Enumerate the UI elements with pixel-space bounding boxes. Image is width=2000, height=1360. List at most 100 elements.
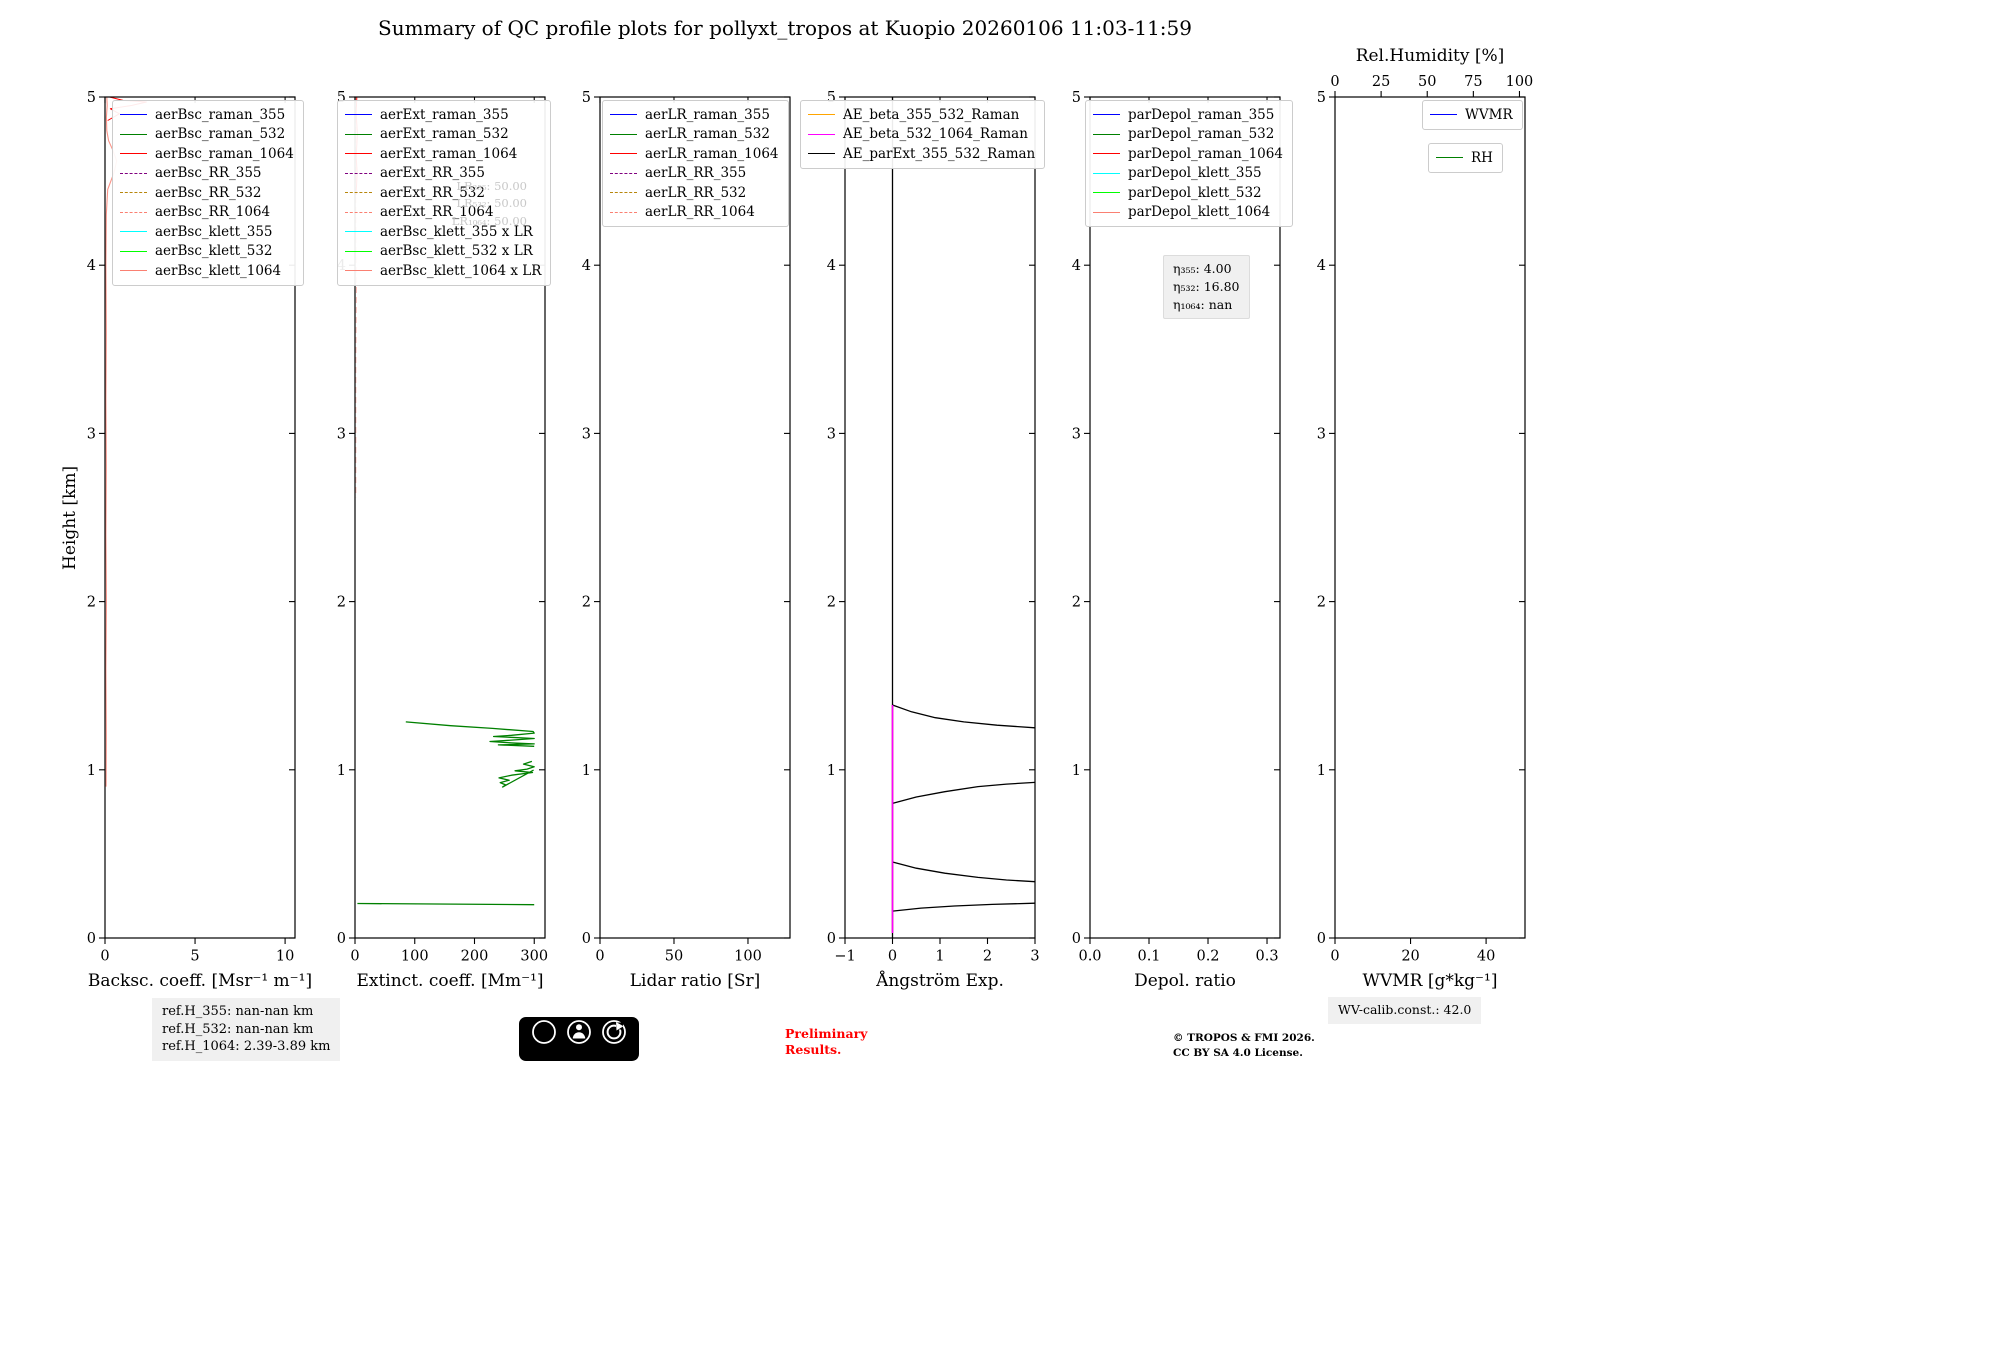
copyright-note: © TROPOS & FMI 2026. CC BY SA 4.0 Licens… bbox=[1173, 1031, 1315, 1060]
x-tick-label: 1 bbox=[935, 949, 944, 965]
y-tick-label: 5 bbox=[87, 90, 96, 106]
legend-label: aerExt_raman_1064 bbox=[380, 145, 518, 162]
legend-label: parDepol_klett_355 bbox=[1128, 165, 1262, 182]
legend-item: aerBsc_raman_355 bbox=[120, 105, 294, 125]
legend-line-sample bbox=[120, 211, 147, 213]
y-tick-label: 4 bbox=[1072, 258, 1081, 274]
y-tick-label: 5 bbox=[1072, 90, 1081, 106]
legend-line-sample bbox=[1093, 133, 1120, 135]
top-tick-label: 0 bbox=[1330, 74, 1339, 90]
x-tick-label: 0.3 bbox=[1255, 949, 1278, 965]
cc-sa-label: SA bbox=[607, 1050, 622, 1061]
ref-h-1064: ref.H_1064: 2.39-3.89 km bbox=[162, 1039, 331, 1055]
legend-item: aerBsc_klett_532 bbox=[120, 242, 294, 262]
cc-logo-circle bbox=[532, 1020, 556, 1044]
y-tick-label: 2 bbox=[582, 595, 591, 611]
y-tick-label: 1 bbox=[582, 763, 591, 779]
y-tick-label: 1 bbox=[1072, 763, 1081, 779]
legend-line-sample bbox=[808, 133, 835, 135]
legend-label: aerBsc_klett_532 x LR bbox=[380, 243, 533, 260]
x-axis-label: Extinct. coeff. [Mm⁻¹] bbox=[356, 971, 543, 991]
figure-title: Summary of QC profile plots for pollyxt_… bbox=[378, 16, 1192, 40]
y-tick-label: 5 bbox=[1317, 90, 1326, 106]
legend-line-sample bbox=[1093, 172, 1120, 174]
legend-item: parDepol_klett_355 bbox=[1093, 164, 1283, 184]
legend-line-sample bbox=[345, 192, 372, 194]
annotation-line: η₃₅₅: 4.00 bbox=[1173, 261, 1232, 276]
x-tick-label: 5 bbox=[190, 949, 199, 965]
x-tick-label: 0.0 bbox=[1078, 949, 1101, 965]
top-axis-label: Rel.Humidity [%] bbox=[1356, 46, 1505, 66]
panel-depol-ratio: 0.0 0.1 0.2 0.3 0 1 2 3 4 5 Depol. ratio bbox=[1072, 90, 1281, 991]
legend-item: aerExt_raman_355 bbox=[345, 105, 541, 125]
legend-item: aerExt_RR_532 bbox=[345, 183, 541, 203]
legend-label: aerLR_raman_355 bbox=[645, 106, 770, 123]
legend-line-sample bbox=[610, 133, 637, 135]
y-tick-label: 0 bbox=[1072, 931, 1081, 947]
wv-calib-box: WV-calib.const.: 42.0 bbox=[1328, 997, 1482, 1024]
panel-frame bbox=[104, 96, 296, 939]
legend-label: aerBsc_raman_1064 bbox=[155, 145, 294, 162]
legend-line-sample bbox=[1093, 114, 1120, 116]
y-tick-label: 1 bbox=[827, 763, 836, 779]
x-axis-label: Ångström Exp. bbox=[875, 970, 1004, 991]
x-tick-label: 0 bbox=[595, 949, 604, 965]
legend-item: parDepol_raman_355 bbox=[1093, 105, 1283, 125]
legend-backscatter: aerBsc_raman_355 aerBsc_raman_532 aerBsc_r… bbox=[112, 100, 304, 286]
annotation-line: η₁₀₆₄: nan bbox=[1173, 297, 1233, 313]
legend-label: aerLR_RR_1064 bbox=[645, 204, 755, 221]
annotation-line: η₅₃₂: 16.80 bbox=[1173, 279, 1240, 295]
legend-wvmr: RH bbox=[1428, 143, 1503, 173]
legend-item: aerBsc_klett_355 bbox=[120, 222, 294, 242]
y-tick-label: 0 bbox=[582, 931, 591, 947]
y-tick-label: 4 bbox=[1317, 258, 1326, 274]
preliminary-line-2: Results. bbox=[785, 1042, 842, 1058]
legend-label: AE_beta_355_532_Raman bbox=[843, 106, 1020, 123]
x-tick-label: 0 bbox=[100, 949, 109, 965]
legend-item: aerExt_RR_355 bbox=[345, 164, 541, 184]
y-tick-label: 3 bbox=[337, 426, 346, 442]
legend-label: aerLR_raman_532 bbox=[645, 126, 770, 143]
legend-item: parDepol_klett_532 bbox=[1093, 183, 1283, 203]
legend-line-sample bbox=[120, 270, 147, 272]
panel-angstroem: −1 0 1 2 3 0 1 2 3 4 5 Ångström Exp. bbox=[827, 90, 1040, 991]
legend-label: aerLR_RR_532 bbox=[645, 184, 747, 201]
x-tick-label: 50 bbox=[665, 949, 683, 965]
x-tick-label: 2 bbox=[983, 949, 992, 965]
legend-line-sample bbox=[1093, 153, 1120, 155]
y-tick-label: 0 bbox=[87, 931, 96, 947]
legend-line-sample bbox=[1093, 211, 1120, 213]
sa-arrow-head bbox=[616, 1022, 624, 1031]
legend-item: aerBsc_RR_1064 bbox=[120, 203, 294, 223]
legend-label: aerExt_RR_1064 bbox=[380, 204, 494, 221]
legend-label: RH bbox=[1471, 149, 1493, 166]
legend-label: parDepol_klett_1064 bbox=[1128, 204, 1271, 221]
legend-item: parDepol_raman_1064 bbox=[1093, 144, 1283, 164]
legend-item: aerBsc_klett_1064 bbox=[120, 261, 294, 281]
x-tick-label: 3 bbox=[1030, 949, 1039, 965]
legend-label: aerBsc_klett_355 x LR bbox=[380, 223, 533, 240]
ref-h-355: ref.H_355: nan-nan km bbox=[162, 1004, 314, 1019]
panel-frame bbox=[1089, 96, 1281, 939]
cc-license-badge[interactable]: cc BY SA bbox=[518, 1016, 640, 1062]
x-tick-label: 0.1 bbox=[1137, 949, 1160, 965]
sa-circle bbox=[602, 1020, 626, 1044]
legend-label: aerBsc_klett_1064 bbox=[155, 262, 282, 279]
y-tick-label: 2 bbox=[827, 595, 836, 611]
legend-extinction: aerExt_raman_355 aerExt_raman_532 aerExt_r… bbox=[337, 100, 552, 286]
panel-lidar-ratio: 0 50 100 0 1 2 3 4 5 Lidar ratio [Sr] bbox=[582, 90, 791, 991]
legend-item: aerBsc_RR_355 bbox=[120, 164, 294, 184]
legend-item: aerBsc_klett_355 x LR bbox=[345, 222, 541, 242]
legend-item: aerExt_RR_1064 bbox=[345, 203, 541, 223]
cc-logo-text: cc bbox=[537, 1026, 552, 1040]
legend-item: aerLR_RR_532 bbox=[610, 183, 779, 203]
y-tick-label: 4 bbox=[582, 258, 591, 274]
x-tick-label: 100 bbox=[401, 949, 429, 965]
x-tick-label: 300 bbox=[520, 949, 548, 965]
legend-label: aerBsc_klett_355 bbox=[155, 223, 273, 240]
legend-item: aerLR_raman_355 bbox=[610, 105, 779, 125]
x-tick-label: 100 bbox=[734, 949, 762, 965]
legend-label: aerExt_RR_532 bbox=[380, 184, 485, 201]
